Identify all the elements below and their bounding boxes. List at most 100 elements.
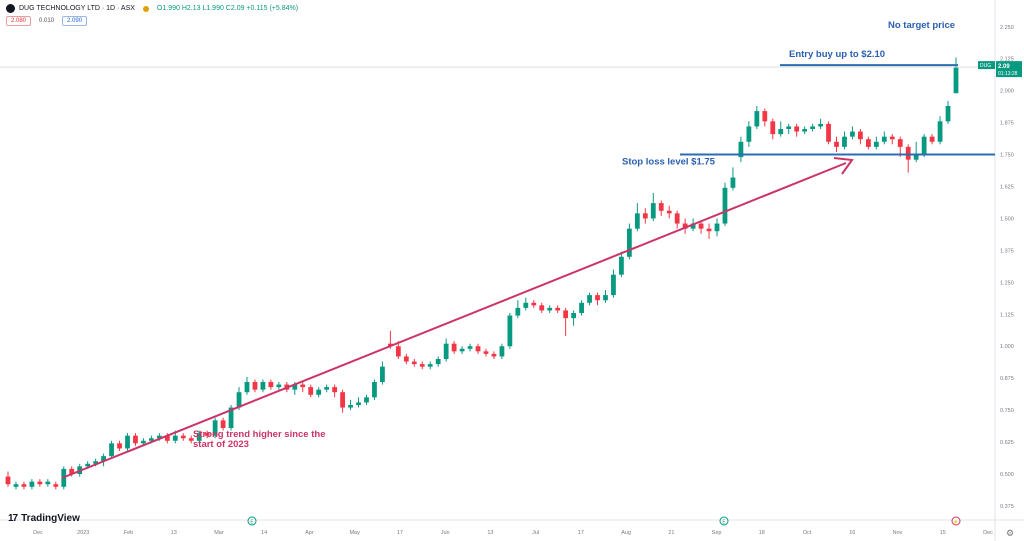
- candle-body: [459, 348, 465, 352]
- candle-body: [340, 392, 345, 408]
- x-tick-label: Mar: [214, 530, 224, 536]
- candle-body: [101, 456, 106, 462]
- candle-body: [21, 484, 27, 487]
- trend-label-line2: start of 2023: [193, 439, 249, 450]
- candle-body: [619, 256, 624, 275]
- x-tick-label: 2023: [77, 530, 89, 536]
- y-tick-label: 1.375: [1000, 248, 1014, 254]
- trend-arrow-head: [833, 157, 854, 175]
- candle-body: [244, 382, 250, 393]
- y-tick-label: 0.625: [1000, 440, 1014, 446]
- stop-loss-label: Stop loss level $1.75: [622, 157, 716, 168]
- candle-body: [595, 295, 600, 301]
- candle-body: [45, 481, 51, 485]
- candle-body: [419, 364, 425, 367]
- event-marker-label: E: [722, 520, 726, 526]
- candle-body: [37, 481, 43, 485]
- candle-body: [937, 121, 943, 142]
- candle-body: [770, 121, 776, 135]
- event-marker-label: ⚡: [953, 519, 959, 526]
- candle-body: [364, 397, 369, 403]
- candle-body: [571, 313, 577, 319]
- candle-body: [380, 366, 385, 382]
- candle-body: [555, 307, 561, 311]
- candle-body: [706, 228, 712, 232]
- spread-value: 0.010: [34, 16, 60, 26]
- candle-body: [754, 111, 760, 127]
- x-tick-label: 13: [487, 530, 493, 536]
- y-tick-label: 1.875: [1000, 121, 1014, 127]
- x-tick-label: Jun: [441, 530, 450, 536]
- candle-body: [85, 463, 91, 467]
- candle-body: [149, 438, 154, 441]
- candle-body: [491, 353, 497, 357]
- candle-body: [308, 387, 314, 395]
- candle-body: [499, 346, 505, 357]
- candle-body: [172, 435, 178, 441]
- candle-body: [427, 364, 433, 367]
- ask-price[interactable]: 2.090: [62, 16, 88, 26]
- candle-body: [722, 187, 728, 224]
- x-tick-label: Nov: [893, 530, 903, 536]
- event-marker-icon: [951, 516, 961, 526]
- y-tick-label: 1.250: [1000, 280, 1014, 286]
- candle-body: [156, 435, 162, 439]
- candle-body: [889, 136, 895, 140]
- candle-body: [929, 136, 935, 142]
- x-tick-label: May: [349, 530, 360, 536]
- y-tick-label: 1.625: [1000, 185, 1014, 191]
- candle-body: [69, 468, 75, 474]
- candle-body: [141, 440, 146, 444]
- candle-body: [356, 402, 361, 405]
- trend-arrow-line: [61, 162, 847, 479]
- x-tick-label: Sep: [712, 530, 722, 536]
- trend-label-line1: Strong trend higher since the: [193, 429, 326, 440]
- candle-body: [945, 106, 951, 122]
- y-tick-label: 2.250: [1000, 25, 1014, 31]
- candle-body: [451, 343, 457, 352]
- bid-price[interactable]: 2.080: [6, 16, 32, 26]
- candle-body: [348, 405, 353, 408]
- x-tick-label: 17: [578, 530, 584, 536]
- candle-body: [650, 203, 656, 219]
- candle-body: [778, 129, 784, 135]
- y-tick-label: 2.125: [1000, 57, 1014, 63]
- bid-ask-row: 2.080 0.010 2.090: [6, 16, 88, 26]
- tradingview-logo-icon: 17: [8, 513, 18, 524]
- symbol-name[interactable]: DUG TECHNOLOGY LTD · 1D · ASX: [19, 5, 135, 12]
- candle-body: [332, 387, 338, 393]
- candle-body: [658, 203, 664, 211]
- chart-settings-icon[interactable]: ⚙: [1006, 528, 1015, 538]
- candle-body: [117, 443, 122, 449]
- candle-body: [228, 407, 234, 428]
- candle-body: [276, 384, 282, 388]
- candle-body: [953, 67, 959, 94]
- candle-body: [873, 141, 879, 147]
- x-tick-label: Aug: [621, 530, 631, 536]
- x-tick-label: 21: [668, 530, 674, 536]
- last-price: 2.09: [998, 64, 1010, 70]
- candle-body: [316, 389, 322, 395]
- x-tick-label: Dec: [33, 530, 43, 536]
- candle-body: [483, 351, 489, 354]
- y-tick-label: 0.375: [1000, 504, 1014, 510]
- chart-header: DUG TECHNOLOGY LTD · 1D · ASX O1.990 H2.…: [0, 0, 1024, 32]
- candle-body: [634, 213, 640, 229]
- candle-body: [539, 305, 545, 311]
- candle-body: [865, 139, 871, 147]
- candle-body: [292, 384, 298, 390]
- candle-body: [467, 346, 473, 349]
- y-tick-label: 0.500: [1000, 472, 1014, 478]
- y-tick-label: 1.500: [1000, 216, 1014, 222]
- candle-body: [810, 126, 815, 129]
- candle-body: [746, 126, 752, 142]
- candle-body: [794, 126, 800, 132]
- candle-body: [666, 210, 672, 214]
- candle-body: [395, 346, 401, 357]
- x-tick-label: Apr: [305, 530, 314, 536]
- candle-body: [220, 420, 226, 428]
- candle-body: [204, 433, 210, 436]
- candle-body: [475, 346, 481, 352]
- y-tick-label: 1.750: [1000, 153, 1014, 159]
